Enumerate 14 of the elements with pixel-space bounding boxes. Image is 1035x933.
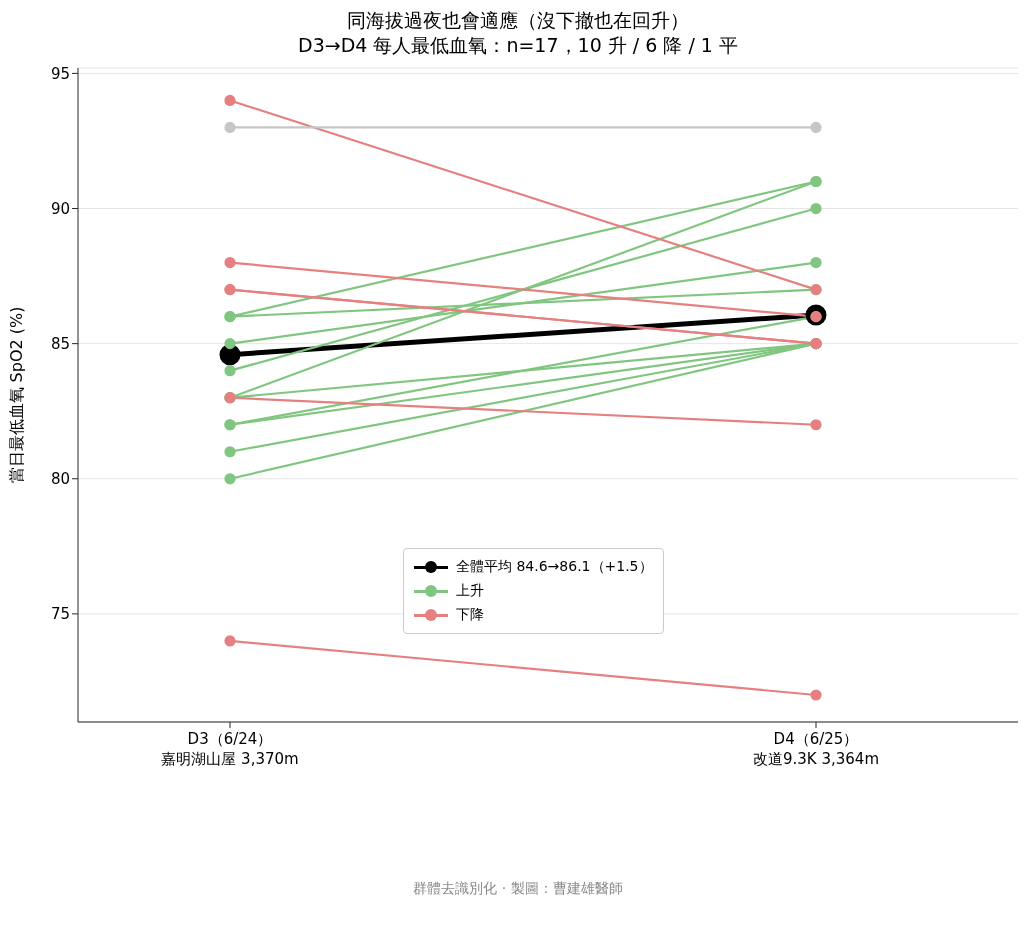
- y-tick-label: 90: [50, 199, 70, 218]
- legend-label: 上升: [456, 582, 484, 600]
- x-tick-label: D3（6/24）嘉明湖山屋 3,370m: [161, 730, 299, 768]
- x-tick-label: D4（6/25）改道9.3K 3,364m: [752, 730, 880, 768]
- y-tick-label: 75: [50, 605, 70, 624]
- y-tick-label: 80: [50, 470, 70, 489]
- chart-subtitle: D3→D4 每人最低血氧：n=17，10 升 / 6 降 / 1 平: [297, 33, 739, 58]
- y-tick-label: 95: [50, 64, 70, 83]
- legend-label: 全體平均 84.6→86.1（+1.5）: [456, 558, 653, 576]
- legend-label: 下降: [456, 606, 484, 624]
- chart-title: 同海拔過夜也會適應（沒下撤也在回升）: [346, 8, 690, 33]
- y-axis-title: 當日最低血氧 SpO2 (%): [6, 306, 26, 484]
- y-tick-label: 85: [50, 334, 70, 353]
- text: 群體去識別化 · 製圖：曹建雄醫師: [412, 880, 624, 898]
